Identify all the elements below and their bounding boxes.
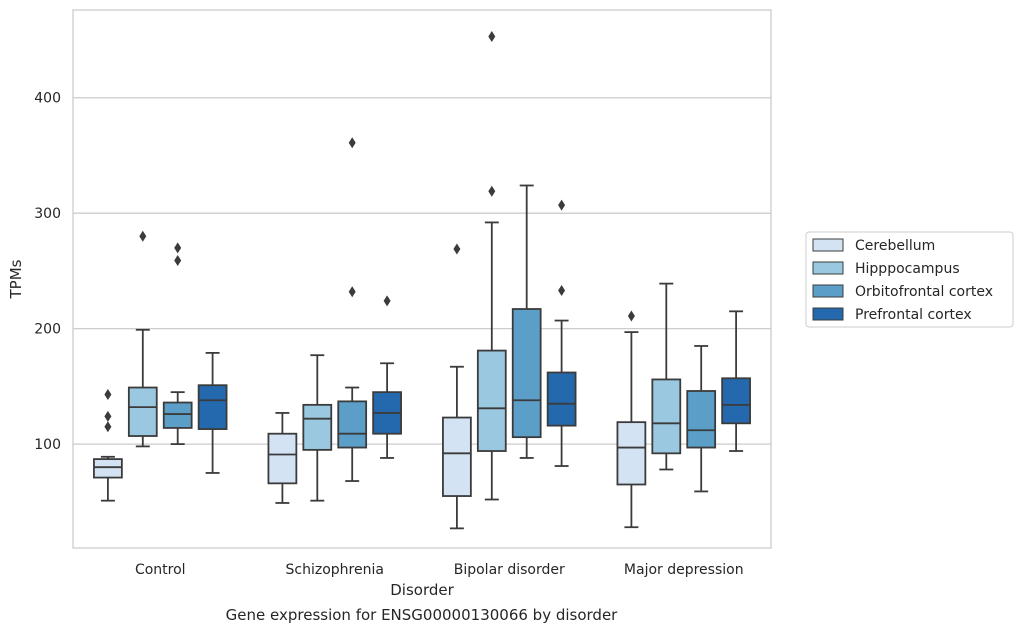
x-axis-label: Disorder: [390, 581, 454, 599]
iqr-box: [476, 349, 507, 452]
y-tick-label: 100: [34, 437, 61, 453]
outlier-point: [139, 230, 147, 242]
legend-label: Prefrontal cortex: [855, 307, 972, 323]
legend-label: Orbitofrontal cortex: [855, 284, 993, 300]
box-0-2: [162, 242, 193, 445]
outlier-point: [488, 31, 496, 43]
box-2-3: [546, 199, 577, 467]
iqr-box: [651, 378, 682, 455]
x-tick-label: Control: [135, 562, 186, 578]
y-axis-label: TPMs: [7, 259, 25, 299]
axes: 100 200 300 400 Control Schizophrenia Bipolar …: [34, 91, 743, 578]
chart-caption: Gene expression for ENSG00000130066 by d…: [225, 606, 618, 624]
box-2-2: [511, 184, 542, 459]
outlier-point: [558, 285, 566, 297]
boxes: [93, 31, 751, 530]
legend-frame: [805, 231, 1014, 328]
outlier-point: [453, 243, 461, 255]
iqr-box: [302, 403, 333, 451]
legend-label: Cerebellum: [855, 238, 935, 254]
outlier-point: [174, 255, 182, 267]
outlier-point: [348, 286, 356, 298]
outlier-point: [627, 310, 635, 322]
outlier-point: [488, 185, 496, 197]
box-0-1: [127, 230, 158, 448]
iqr-box: [337, 400, 368, 449]
box-2-0: [442, 243, 472, 530]
iqr-box: [442, 416, 472, 497]
iqr-box: [686, 390, 717, 449]
iqr-box: [127, 386, 158, 437]
box-0-0: [93, 388, 123, 502]
legend-swatch: [812, 307, 844, 321]
y-tick-label: 400: [34, 91, 61, 107]
box-0-3: [197, 351, 228, 474]
iqr-box: [546, 371, 577, 427]
outlier-point: [558, 199, 566, 211]
iqr-box: [616, 421, 647, 486]
box-3-1: [651, 282, 682, 471]
legend-swatch: [812, 238, 844, 252]
box-2-1: [476, 31, 507, 501]
outlier-point: [104, 421, 112, 433]
x-tick-label: Schizophrenia: [286, 562, 384, 578]
legend-swatch: [812, 284, 844, 298]
legend-swatch: [812, 261, 844, 275]
iqr-box: [721, 377, 751, 425]
iqr-box: [511, 308, 542, 439]
outlier-point: [348, 137, 356, 149]
box-1-0: [267, 412, 298, 504]
box-1-1: [302, 354, 333, 502]
box-3-2: [686, 345, 717, 493]
box-1-2: [337, 137, 368, 482]
legend-label: Hipppocampus: [855, 261, 960, 277]
box-3-3: [721, 310, 751, 452]
iqr-box: [197, 384, 228, 430]
outlier-point: [104, 388, 112, 400]
outlier-point: [174, 242, 182, 254]
x-tick-label: Major depression: [624, 562, 744, 578]
box-1-3: [372, 295, 402, 459]
y-tick-label: 200: [34, 322, 61, 338]
y-tick-label: 300: [34, 206, 61, 222]
outlier-point: [104, 410, 112, 422]
iqr-box: [93, 458, 123, 479]
iqr-box: [162, 401, 193, 429]
x-tick-label: Bipolar disorder: [454, 562, 565, 578]
iqr-box: [267, 432, 298, 485]
outlier-point: [383, 295, 391, 307]
plot-frame: [72, 9, 772, 549]
legend: Cerebellum Hipppocampus Orbitofrontal cort…: [805, 231, 1014, 328]
box-3-0: [616, 310, 647, 529]
